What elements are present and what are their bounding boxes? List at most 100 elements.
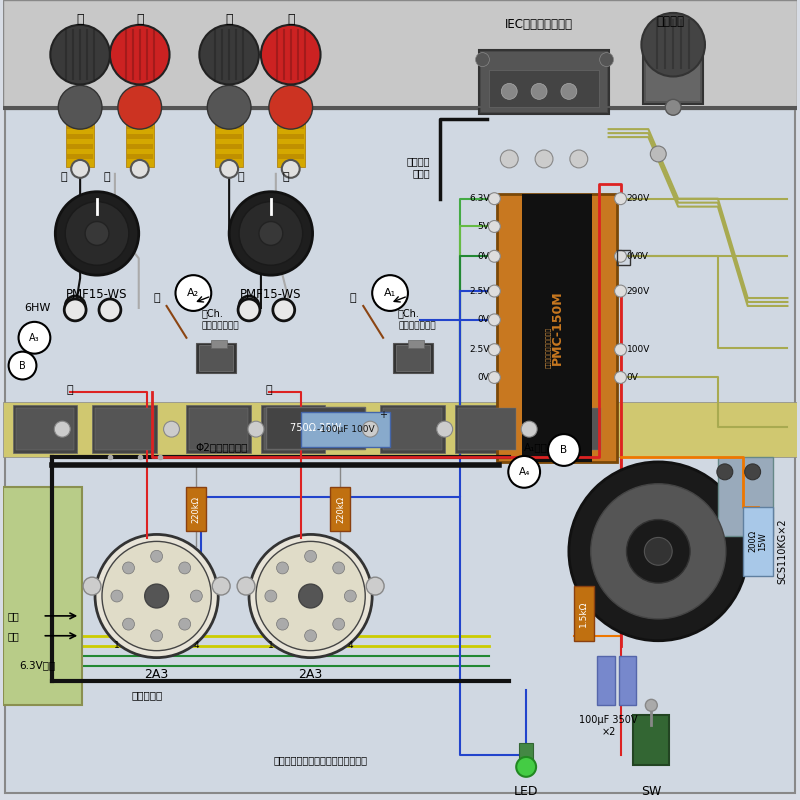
Text: 5V: 5V — [478, 222, 490, 231]
Text: 0V: 0V — [626, 252, 638, 261]
Circle shape — [178, 562, 190, 574]
Bar — [539, 406, 604, 453]
Circle shape — [269, 86, 313, 129]
Circle shape — [212, 577, 230, 595]
Circle shape — [475, 53, 490, 66]
Bar — [186, 406, 251, 453]
Circle shape — [646, 699, 658, 711]
Bar — [617, 250, 630, 266]
Bar — [92, 406, 157, 453]
Circle shape — [229, 192, 313, 275]
Text: 1.5kΩ: 1.5kΩ — [579, 601, 588, 627]
Text: 2A3: 2A3 — [145, 667, 169, 681]
Circle shape — [163, 421, 179, 437]
Text: 0V: 0V — [478, 373, 490, 382]
Circle shape — [9, 352, 37, 379]
Bar — [216, 114, 242, 119]
Circle shape — [122, 618, 134, 630]
Circle shape — [110, 25, 170, 85]
Bar — [211, 340, 227, 348]
Circle shape — [489, 371, 500, 383]
Circle shape — [614, 371, 626, 383]
Text: IEC電源コネクター: IEC電源コネクター — [505, 18, 573, 31]
Circle shape — [238, 299, 260, 321]
Text: 赤: 赤 — [136, 14, 143, 26]
Text: 黒: 黒 — [76, 14, 84, 26]
Circle shape — [50, 25, 110, 85]
Circle shape — [58, 86, 102, 129]
Text: LED: LED — [514, 785, 538, 798]
Text: 赤: 赤 — [266, 386, 272, 395]
Circle shape — [642, 13, 705, 77]
Text: 赤: 赤 — [287, 14, 294, 26]
Circle shape — [372, 275, 408, 311]
Bar — [67, 144, 93, 149]
Circle shape — [650, 146, 666, 162]
Circle shape — [277, 562, 289, 574]
Text: 赤: 赤 — [67, 386, 74, 395]
Circle shape — [500, 150, 518, 168]
Text: 0V: 0V — [478, 252, 490, 261]
Text: 左Ch.: 左Ch. — [398, 308, 420, 318]
Text: から: から — [8, 611, 19, 621]
Bar — [127, 134, 153, 139]
Circle shape — [666, 99, 681, 115]
Text: A₂: A₂ — [187, 288, 199, 298]
Bar — [542, 408, 601, 450]
Circle shape — [55, 192, 138, 275]
Text: 100V: 100V — [626, 345, 650, 354]
Circle shape — [305, 630, 317, 642]
Text: 1: 1 — [114, 641, 120, 650]
Circle shape — [535, 150, 553, 168]
Circle shape — [489, 221, 500, 233]
Circle shape — [489, 314, 500, 326]
Circle shape — [600, 53, 614, 66]
Circle shape — [502, 83, 518, 99]
Bar — [261, 406, 326, 453]
Circle shape — [71, 160, 89, 178]
Text: 4: 4 — [194, 641, 199, 650]
Text: ハムバランサー: ハムバランサー — [398, 322, 436, 330]
Bar — [264, 408, 322, 450]
Bar — [278, 124, 304, 129]
Circle shape — [95, 534, 218, 658]
Text: ハムバランサー: ハムバランサー — [202, 322, 239, 330]
Text: B: B — [560, 445, 567, 455]
Text: 茶: 茶 — [350, 293, 357, 303]
Circle shape — [237, 577, 255, 595]
Bar — [67, 114, 93, 119]
Circle shape — [644, 538, 672, 566]
Bar — [479, 50, 609, 114]
Text: 2.5V: 2.5V — [469, 286, 490, 295]
Circle shape — [521, 421, 537, 437]
Circle shape — [150, 550, 162, 562]
Circle shape — [489, 285, 500, 297]
Text: B: B — [19, 361, 26, 370]
Text: 黒: 黒 — [238, 172, 244, 182]
Bar — [393, 342, 433, 373]
Text: 290V: 290V — [626, 286, 650, 295]
Bar — [67, 154, 93, 159]
Circle shape — [489, 344, 500, 356]
Circle shape — [282, 160, 300, 178]
Circle shape — [366, 577, 384, 595]
Text: 6.3V: 6.3V — [469, 194, 490, 203]
Bar — [278, 144, 304, 149]
Circle shape — [570, 150, 588, 168]
Circle shape — [561, 83, 577, 99]
Text: A₁: A₁ — [384, 288, 396, 298]
Text: 灰: 灰 — [282, 172, 289, 182]
Circle shape — [298, 584, 322, 608]
Text: 6HW: 6HW — [25, 303, 51, 313]
Circle shape — [54, 421, 70, 437]
Circle shape — [66, 202, 129, 266]
Text: -100μF 100V: -100μF 100V — [317, 425, 374, 434]
Circle shape — [99, 299, 121, 321]
Circle shape — [64, 299, 86, 321]
Text: 290V: 290V — [626, 194, 650, 203]
Text: ヒューズ: ヒューズ — [656, 15, 684, 28]
Bar — [742, 506, 773, 576]
Text: +: + — [379, 410, 387, 420]
Text: 4: 4 — [347, 641, 353, 650]
Bar — [196, 342, 236, 373]
